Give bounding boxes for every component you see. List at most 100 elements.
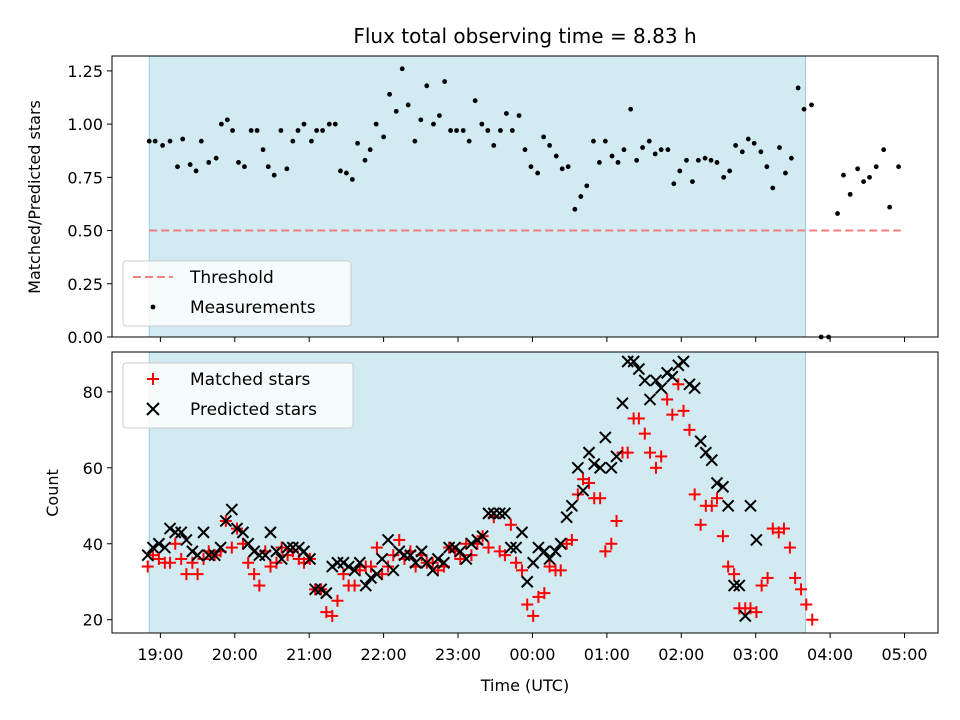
predicted-star-point [259,548,272,562]
measurement-point [491,143,497,148]
measurement-point [265,164,271,170]
measurement-point [591,138,596,144]
matched-star-point [554,564,567,577]
matched-star-point [605,537,618,550]
predicted-star-point [694,435,707,448]
measurement-point [739,149,745,155]
bottom-x-ticks: 19:00 20:00 21:00 22:00 23:00 00:00 01:00 02:00… [137,633,928,664]
matched-star-point [694,518,707,531]
predicted-star-point [721,499,735,512]
measurement-point [621,147,627,153]
measurement-point [213,155,219,161]
predicted-star-point [146,541,160,554]
matched-star-point [393,533,406,546]
measurement-point [218,121,224,127]
measurement-point [547,143,552,148]
matched-star-point [610,514,623,527]
measurement-point [355,140,360,146]
matched-star-point [789,571,802,584]
matched-star-point [705,499,718,512]
predicted-star-point [526,556,540,569]
predicted-star-point [219,514,233,528]
predicted-star-point [437,556,451,569]
matched-star-point [191,568,204,581]
measurement-point [522,147,528,153]
measurement-point [783,170,788,176]
predicted-star-point [576,484,590,497]
measurement-point [795,85,801,91]
x-tick-label: 01:00 [584,645,630,664]
measurement-point [684,157,689,163]
matched-star-point [337,568,350,581]
measurement-point [855,166,861,172]
predicted-star-point [465,537,478,550]
matched-star-point [326,609,339,622]
measurement-point [418,117,424,123]
bottom-y-label: Count [43,469,62,517]
matched-star-point [655,450,668,463]
measurement-point [236,160,241,165]
predicted-star-point [543,552,556,566]
measurement-point [224,117,230,123]
measurement-point [367,147,373,153]
matched-star-point [666,408,679,421]
x-tick-label: 04:00 [807,645,853,664]
predicted-star-point [214,541,227,554]
measurement-point [535,170,541,176]
bottom-y-tick-label: 20 [83,611,103,630]
measurement-point [284,166,290,172]
predicted-star-point [688,381,701,395]
measurement-point [609,153,615,159]
predicted-star-point [482,507,495,520]
matched-star-point [761,571,774,584]
predicted-star-point [705,454,718,467]
x-tick-label: 22:00 [361,645,407,664]
top-y-tick-label: 1.25 [67,62,103,81]
measurement-point [424,83,430,89]
measurement-point [665,147,671,153]
matched-star-point [565,533,578,546]
measurement-point [881,147,887,153]
matched-star-point [331,594,344,607]
measurement-point [314,128,320,133]
predicted-star-point [560,510,573,524]
predicted-star-point [727,579,741,592]
predicted-star-point [498,507,512,520]
measurement-point [690,179,695,184]
top-y-label: Matched/Predicted stars [25,100,44,294]
measurement-point [615,160,621,165]
measurement-point [381,134,387,140]
predicted-star-point [460,552,473,566]
top-title: Flux total observing time = 8.83 h [353,24,696,48]
legend-predicted-label: Predicted stars [190,400,317,420]
measurement-point [628,106,634,112]
measurement-point [412,138,418,144]
matched-star-point [750,606,763,619]
matched-star-point [169,537,182,550]
matched-star-point [777,522,790,535]
top-y-tick-label: 1.00 [67,115,103,134]
measurement-point [758,149,764,155]
measurement-point [349,177,355,182]
matched-star-point [538,587,551,600]
matched-star-point [722,560,735,573]
matched-star-point [710,492,723,505]
matched-star-point [498,549,511,562]
predicted-star-point [716,480,730,494]
legend-measurements-label: Measurements [190,298,316,318]
measurement-point [671,181,677,187]
measurement-point [260,147,266,153]
predicted-star-point [582,446,596,459]
matched-star-point [253,579,266,592]
matched-star-point [677,404,690,417]
measurement-point [198,138,204,144]
bottom-y-tick-label: 80 [83,383,103,402]
measurement-point [572,206,578,212]
matched-star-point [683,423,696,436]
measurement-point [437,113,442,119]
top-y-tick-label: 0.50 [67,222,103,241]
bottom-y-ticks: 20 40 60 80 [83,383,112,630]
matched-star-point [783,541,796,554]
top-measurement-points [146,66,901,340]
predicted-star-point [627,355,640,368]
